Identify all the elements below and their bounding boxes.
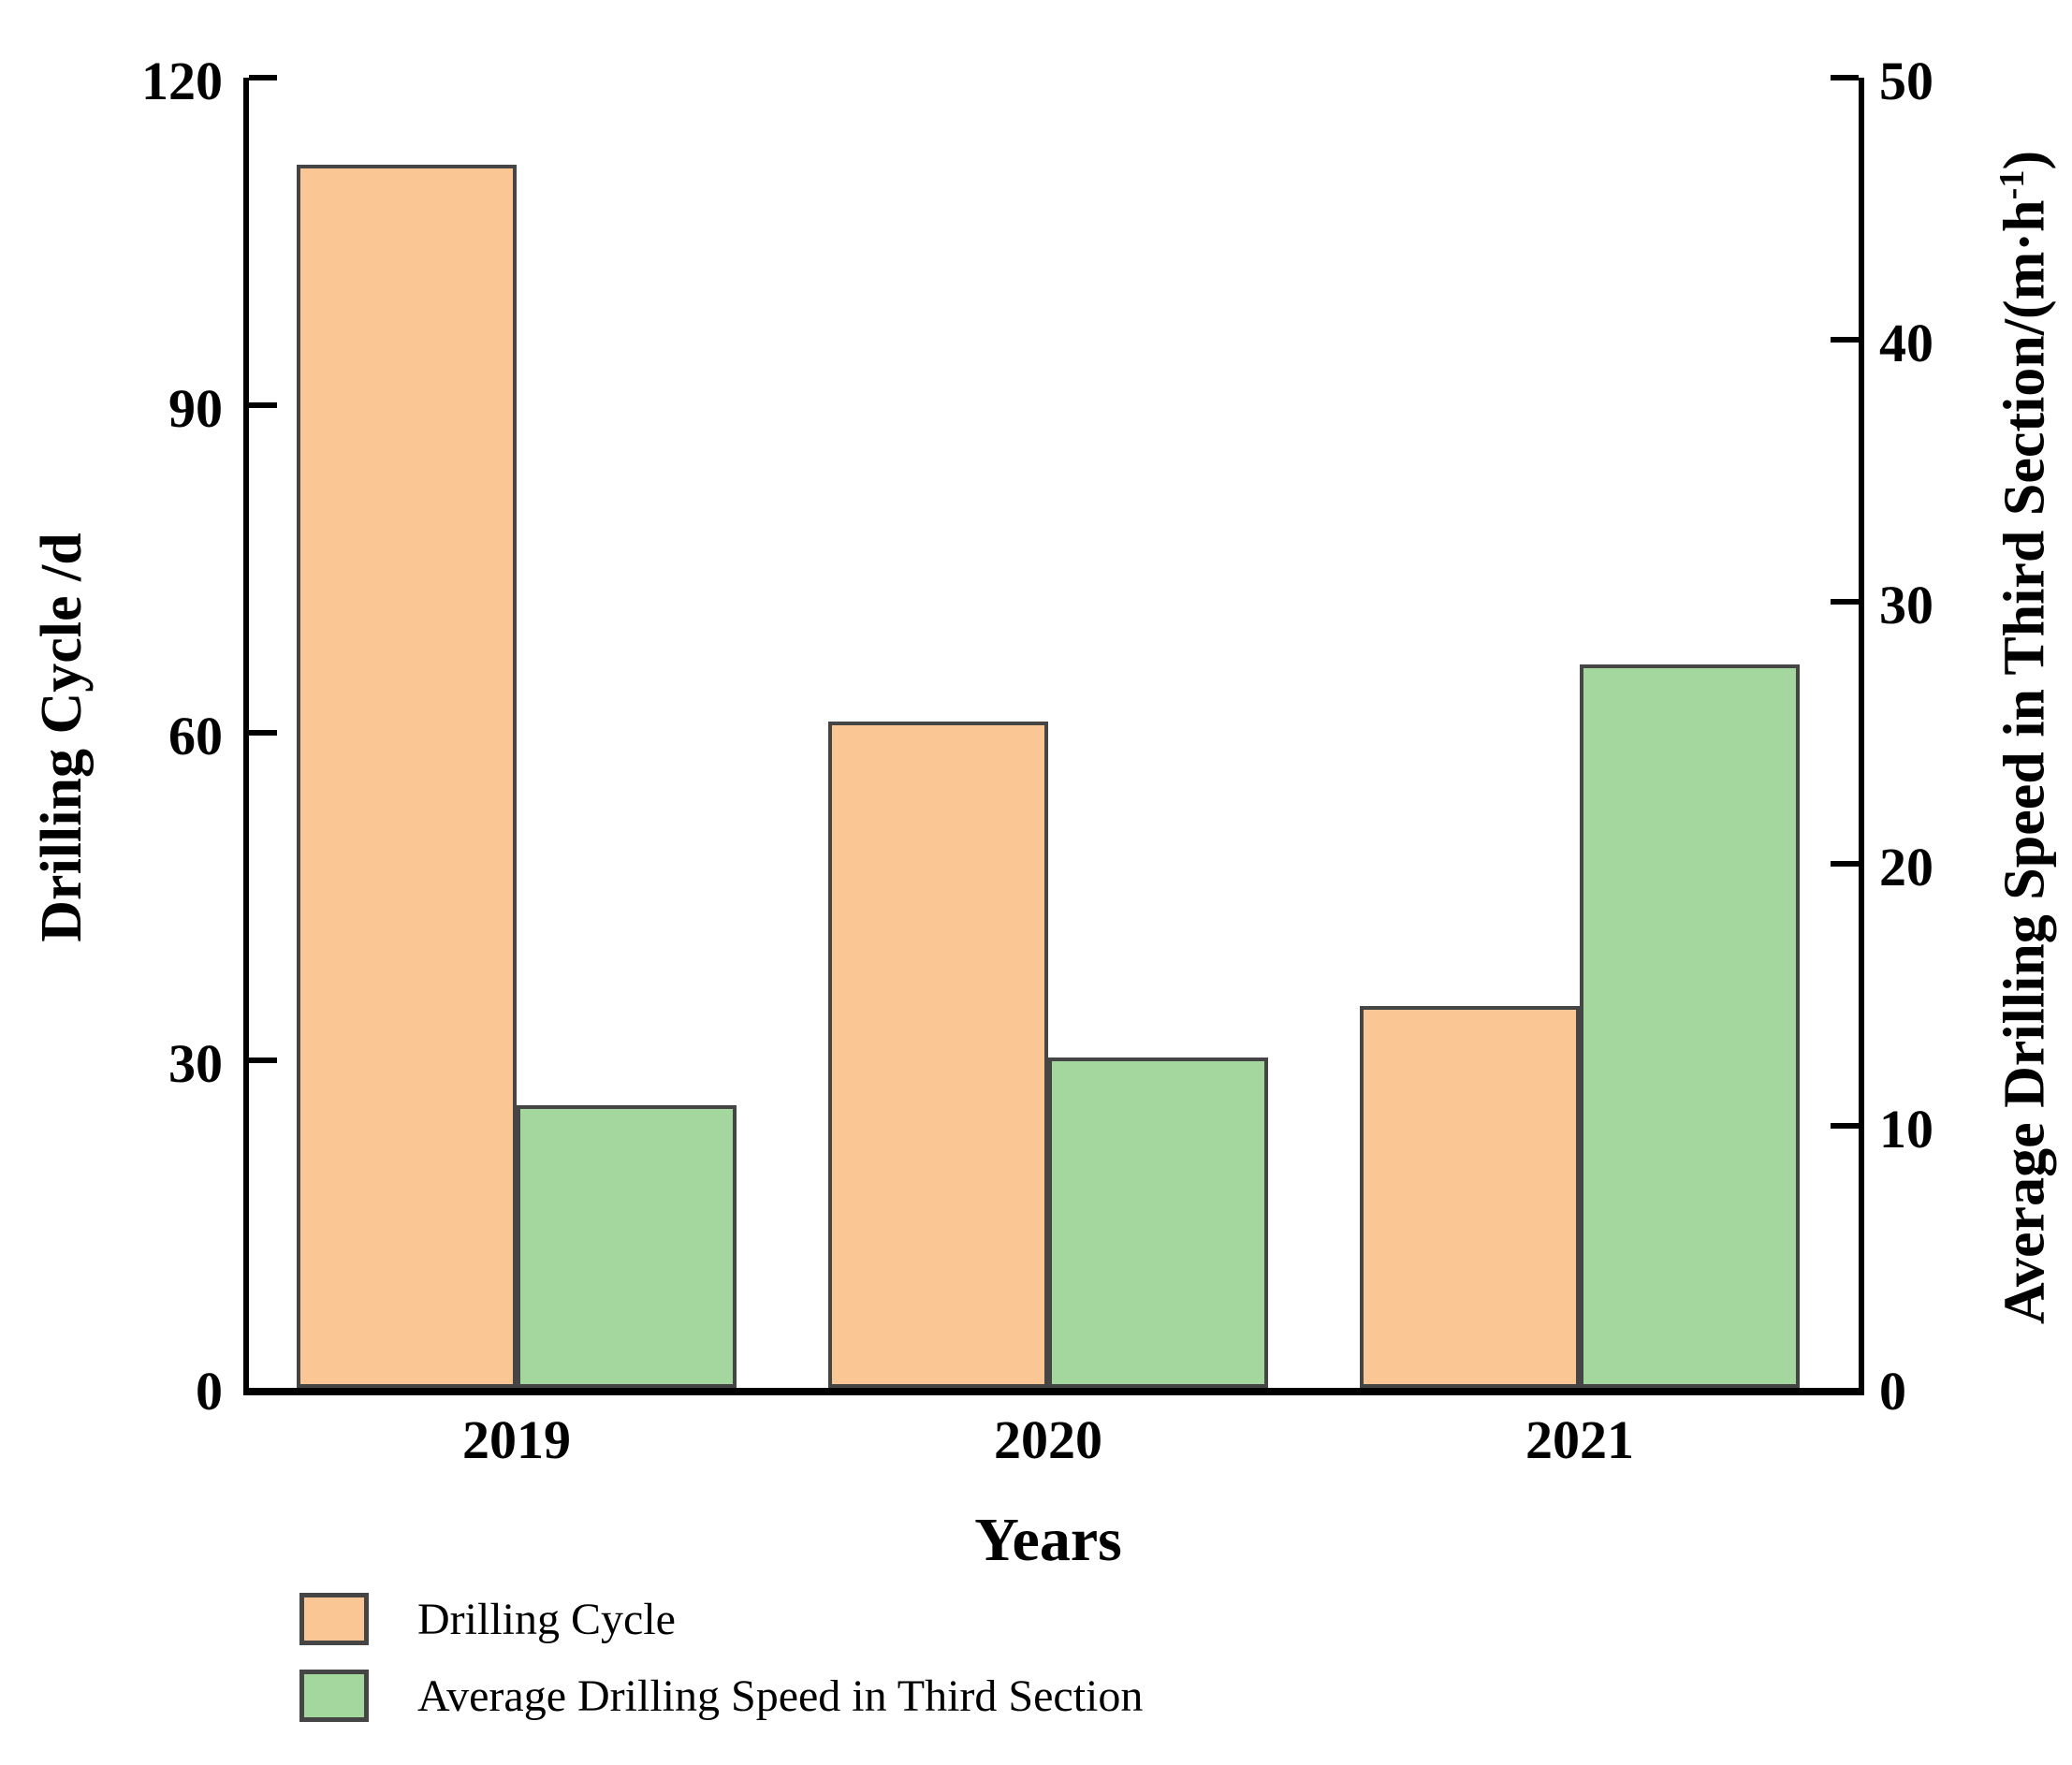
right-tick-label-20: 20 — [1879, 837, 1933, 897]
bar-drilling-cycle-2020 — [828, 722, 1048, 1388]
right-y-axis-title-close: ) — [1992, 150, 2057, 170]
left-tick-label-60: 60 — [168, 706, 223, 766]
legend: Drilling Cycle Average Drilling Speed in… — [299, 1593, 1143, 1722]
left-tick-mark-30 — [249, 1058, 277, 1063]
right-y-axis-title-superscript: -1 — [1992, 169, 2032, 200]
x-tick-label-2020: 2020 — [994, 1409, 1102, 1470]
plot-area — [243, 75, 1864, 1395]
right-tick-mark-30 — [1831, 599, 1859, 605]
left-tick-mark-60 — [249, 730, 277, 736]
left-tick-label-0: 0 — [196, 1361, 223, 1422]
right-tick-mark-20 — [1831, 861, 1859, 867]
right-tick-label-40: 40 — [1879, 313, 1933, 373]
right-tick-label-0: 0 — [1879, 1361, 1906, 1422]
legend-label-average-drilling-speed: Average Drilling Speed in Third Section — [417, 1670, 1144, 1721]
left-tick-mark-90 — [249, 402, 277, 408]
x-tick-label-2019: 2019 — [462, 1409, 571, 1470]
legend-item-average-drilling-speed: Average Drilling Speed in Third Section — [299, 1670, 1143, 1722]
left-tick-label-30: 30 — [168, 1033, 223, 1094]
bar-drilling-cycle-2019 — [297, 165, 517, 1388]
bar-drilling-cycle-2021 — [1360, 1006, 1580, 1388]
legend-item-drilling-cycle: Drilling Cycle — [299, 1593, 1143, 1645]
legend-label-drilling-cycle: Drilling Cycle — [417, 1594, 676, 1644]
right-tick-label-30: 30 — [1879, 575, 1933, 635]
left-tick-mark-120 — [249, 75, 277, 80]
right-tick-mark-50 — [1831, 75, 1859, 80]
right-tick-label-10: 10 — [1879, 1099, 1933, 1160]
right-tick-label-50: 50 — [1879, 51, 1933, 111]
legend-swatch-average-drilling-speed — [299, 1670, 369, 1722]
legend-swatch-drilling-cycle — [299, 1593, 369, 1645]
left-tick-label-120: 120 — [141, 51, 223, 111]
right-tick-mark-40 — [1831, 337, 1859, 343]
bar-average-drilling-speed-in-third-section-2021 — [1580, 664, 1800, 1388]
bar-average-drilling-speed-in-third-section-2020 — [1048, 1058, 1268, 1388]
left-tick-label-90: 90 — [168, 378, 223, 439]
right-y-axis-title-main: Average Drilling Speed in Third Section/… — [1992, 199, 2057, 1325]
bar-average-drilling-speed-in-third-section-2019 — [517, 1105, 737, 1388]
right-y-axis-title: Average Drilling Speed in Third Section/… — [1978, 17, 2057, 1458]
right-tick-mark-10 — [1831, 1123, 1859, 1129]
x-axis-title: Years — [974, 1506, 1122, 1574]
x-tick-label-2021: 2021 — [1525, 1409, 1634, 1470]
